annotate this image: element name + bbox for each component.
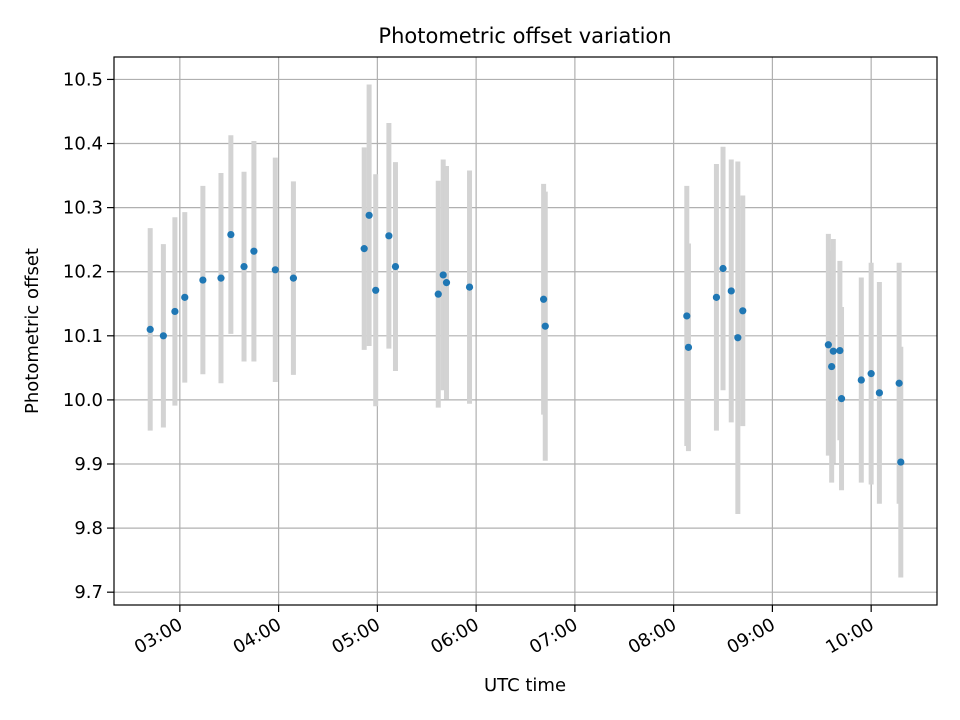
data-point bbox=[828, 362, 836, 371]
y-axis-label: Photometric offset bbox=[22, 248, 43, 414]
data-point bbox=[824, 341, 832, 349]
data-point bbox=[271, 266, 279, 274]
data-point bbox=[360, 245, 368, 253]
y-tick-label: 10.4 bbox=[63, 134, 103, 155]
data-point bbox=[857, 376, 865, 384]
data-point bbox=[734, 334, 742, 342]
data-point bbox=[199, 276, 207, 284]
data-point bbox=[372, 286, 380, 294]
data-point bbox=[727, 287, 735, 295]
data-point bbox=[365, 211, 373, 219]
data-point bbox=[181, 293, 189, 301]
data-point bbox=[159, 332, 167, 340]
data-point bbox=[837, 395, 846, 403]
y-axis-ticks: 9.7 9.8 9.9 10.0 10.1 10.2 10.3 10.4 10.5 bbox=[63, 69, 114, 603]
data-point bbox=[829, 347, 837, 355]
data-points bbox=[146, 211, 905, 466]
data-point bbox=[836, 346, 844, 355]
data-point bbox=[683, 312, 691, 320]
chart-title: Photometric offset variation bbox=[378, 24, 671, 48]
data-point bbox=[465, 283, 474, 291]
data-point bbox=[171, 307, 179, 316]
data-point bbox=[739, 307, 747, 315]
data-point bbox=[897, 458, 905, 466]
y-tick-label: 10.2 bbox=[63, 262, 103, 283]
data-point bbox=[712, 293, 721, 301]
data-point bbox=[541, 322, 549, 330]
data-point bbox=[719, 264, 727, 273]
data-point bbox=[875, 389, 883, 397]
data-point bbox=[385, 232, 393, 240]
data-point bbox=[289, 274, 298, 282]
data-point bbox=[391, 262, 400, 271]
data-point bbox=[434, 290, 442, 298]
data-point bbox=[146, 325, 154, 333]
data-point bbox=[867, 370, 875, 378]
y-tick-label: 10.1 bbox=[63, 326, 103, 347]
y-tick-label: 9.9 bbox=[74, 454, 103, 475]
x-axis-label: UTC time bbox=[484, 675, 566, 696]
grid bbox=[114, 57, 937, 605]
y-tick-label: 10.5 bbox=[63, 69, 103, 90]
data-point bbox=[240, 262, 248, 271]
plot-frame bbox=[113, 56, 938, 606]
data-point bbox=[439, 271, 447, 279]
data-point bbox=[540, 295, 548, 303]
data-point bbox=[217, 274, 225, 282]
data-point bbox=[684, 343, 693, 351]
y-tick-label: 10.0 bbox=[63, 390, 103, 411]
data-point bbox=[442, 279, 451, 287]
data-point bbox=[227, 230, 235, 239]
y-tick-label: 9.8 bbox=[74, 518, 103, 539]
y-tick-label: 9.7 bbox=[74, 582, 103, 603]
y-tick-label: 10.3 bbox=[63, 198, 103, 219]
data-point bbox=[895, 379, 903, 387]
data-point bbox=[250, 247, 258, 255]
